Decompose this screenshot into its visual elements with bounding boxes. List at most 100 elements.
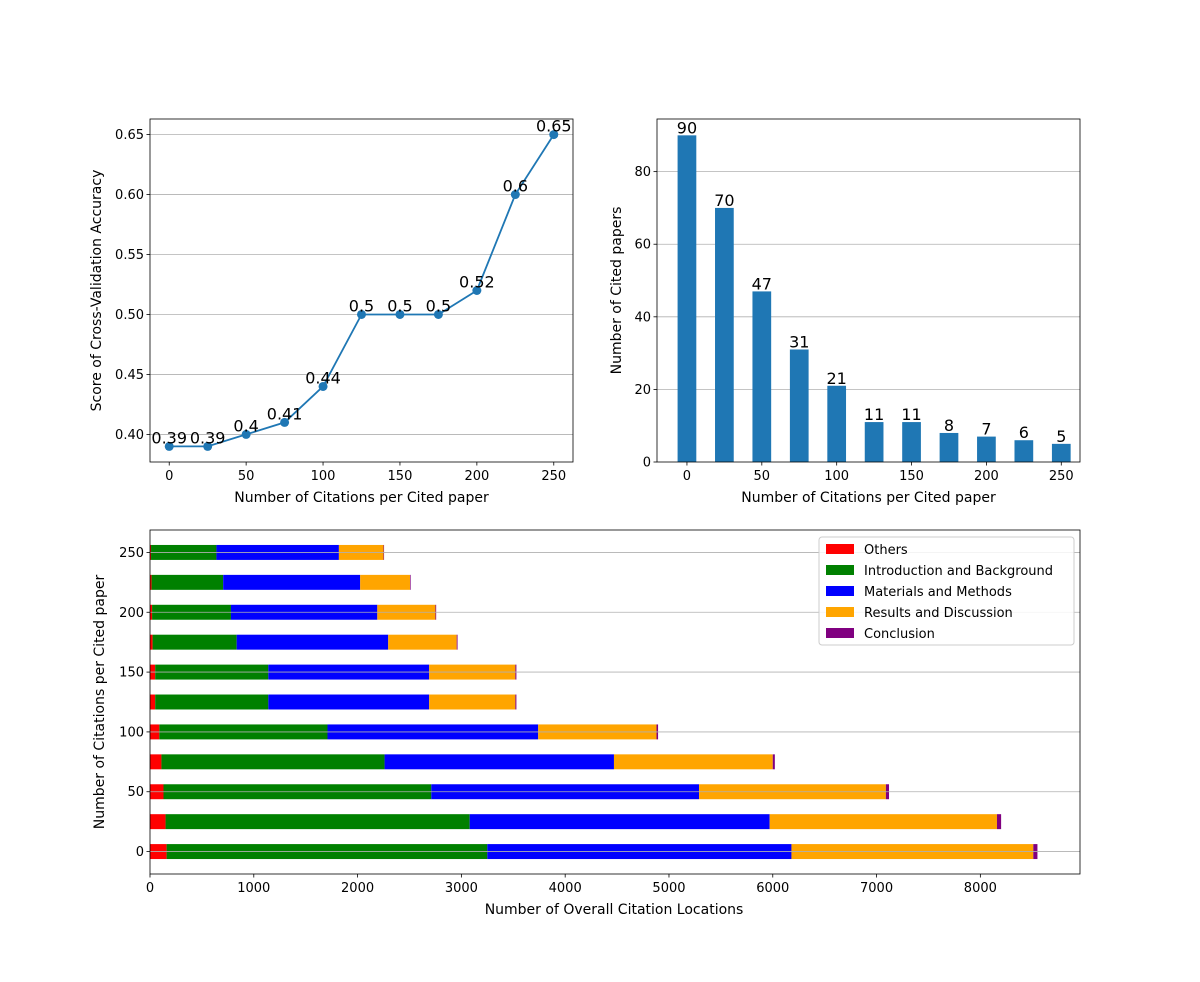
point-label: 0.65 [536, 117, 572, 136]
bar-segment [456, 634, 458, 650]
y-tick-label: 0.40 [115, 428, 144, 443]
bar-segment [384, 754, 614, 770]
bar-value-label: 21 [827, 369, 847, 388]
data-point [357, 309, 366, 319]
x-tick-label: 5000 [652, 881, 685, 896]
x-tick-label: 50 [754, 469, 771, 484]
data-point [241, 429, 251, 439]
bar-segment [151, 574, 224, 590]
point-label: 0.5 [426, 296, 451, 315]
legend-swatch [826, 628, 854, 638]
x-tick-label: 4000 [549, 881, 582, 896]
x-tick-label: 6000 [756, 881, 789, 896]
bar-segment [410, 574, 411, 590]
bar-segment [155, 694, 269, 710]
point-label: 0.39 [151, 428, 187, 447]
point-label: 0.41 [267, 404, 303, 423]
y-tick-label: 0.50 [115, 308, 144, 323]
legend-entry: Materials and Methods [864, 585, 1012, 600]
legend-entry: Others [864, 543, 908, 558]
bar [752, 291, 772, 462]
bar-value-label: 11 [864, 405, 884, 424]
data-point [280, 417, 290, 427]
bar-value-label: 47 [752, 274, 772, 293]
y-tick-label: 100 [119, 725, 144, 740]
x-tick-label: 1000 [237, 881, 270, 896]
y-tick-label: 0 [643, 456, 651, 471]
y-tick-label: 80 [634, 165, 651, 180]
x-tick-label: 200 [974, 469, 999, 484]
legend-entry: Introduction and Background [864, 564, 1053, 579]
bar-value-label: 11 [901, 405, 921, 424]
x-axis-label: Number of Overall Citation Locations [485, 902, 744, 918]
bar [827, 385, 847, 462]
point-label: 0.4 [233, 416, 258, 435]
data-point [318, 381, 328, 391]
legend-box [818, 536, 1075, 646]
bar-segment [150, 694, 156, 710]
bar-segment [996, 814, 1002, 830]
x-tick-label: 0 [165, 469, 173, 484]
y-tick-label: 60 [634, 238, 651, 253]
bar-segment [150, 814, 166, 830]
bar [902, 422, 921, 462]
bar-segment [152, 634, 237, 650]
legend-swatch [826, 607, 854, 617]
data-point [203, 441, 213, 451]
bar-segment [150, 634, 153, 650]
plot-frame [149, 118, 574, 463]
legend: Others Introduction and Background Materia… [818, 536, 1075, 646]
bar [715, 207, 734, 462]
x-axis-label: Number of Citations per Cited paper [234, 490, 489, 506]
point-label: 0.5 [349, 296, 374, 315]
bar-segment [469, 814, 770, 830]
legend-entry: Conclusion [864, 627, 935, 642]
bar-value-label: 6 [1019, 423, 1029, 442]
x-tick-label: 100 [824, 469, 849, 484]
y-tick-label: 150 [119, 666, 144, 681]
y-tick-label: 250 [119, 546, 144, 561]
bar-segment [150, 754, 162, 770]
bar-value-label: 8 [944, 416, 954, 435]
x-tick-label: 200 [464, 469, 489, 484]
bar [789, 349, 809, 462]
bar-segment [772, 754, 775, 770]
x-tick-label: 0 [683, 469, 691, 484]
plot-frame [149, 529, 1081, 875]
bar [977, 436, 996, 462]
x-tick-label: 50 [238, 469, 255, 484]
bar-value-label: 90 [677, 118, 697, 137]
data-point [164, 441, 174, 451]
plot-frame [656, 118, 1081, 463]
y-axis-label: Score of Cross-Validation Accuracy [89, 170, 105, 412]
bar-segment [360, 574, 411, 590]
data-point [472, 286, 482, 295]
point-label: 0.44 [305, 368, 341, 387]
bar-segment [613, 754, 773, 770]
point-label: 0.6 [503, 177, 528, 196]
legend-swatch [826, 586, 854, 596]
bar-segment [223, 574, 361, 590]
y-tick-label: 0.60 [115, 188, 144, 203]
x-tick-label: 250 [1049, 469, 1074, 484]
point-label: 0.39 [190, 428, 226, 447]
y-tick-label: 40 [634, 310, 651, 325]
x-tick-label: 3000 [445, 881, 478, 896]
bar [939, 432, 959, 462]
legend-swatch [826, 544, 854, 554]
legend-entry: Results and Discussion [864, 606, 1013, 621]
y-tick-label: 0 [136, 845, 144, 860]
bar-segment [515, 694, 517, 710]
bar-value-label: 31 [789, 332, 809, 351]
bar-value-label: 7 [981, 420, 991, 439]
bar [677, 135, 697, 463]
bar-segment [165, 814, 470, 830]
citation-locations-stacked-bar-chart: 0 50 100 150 200 250 0 1000 2000 3000 4000 5000 6000… [92, 529, 1081, 918]
bar [1014, 440, 1034, 462]
bar-segment [769, 814, 997, 830]
point-label: 0.5 [387, 296, 412, 315]
bar-segment [268, 694, 430, 710]
series-line [169, 134, 555, 448]
x-tick-label: 7000 [860, 881, 893, 896]
bar-value-label: 5 [1056, 427, 1066, 446]
